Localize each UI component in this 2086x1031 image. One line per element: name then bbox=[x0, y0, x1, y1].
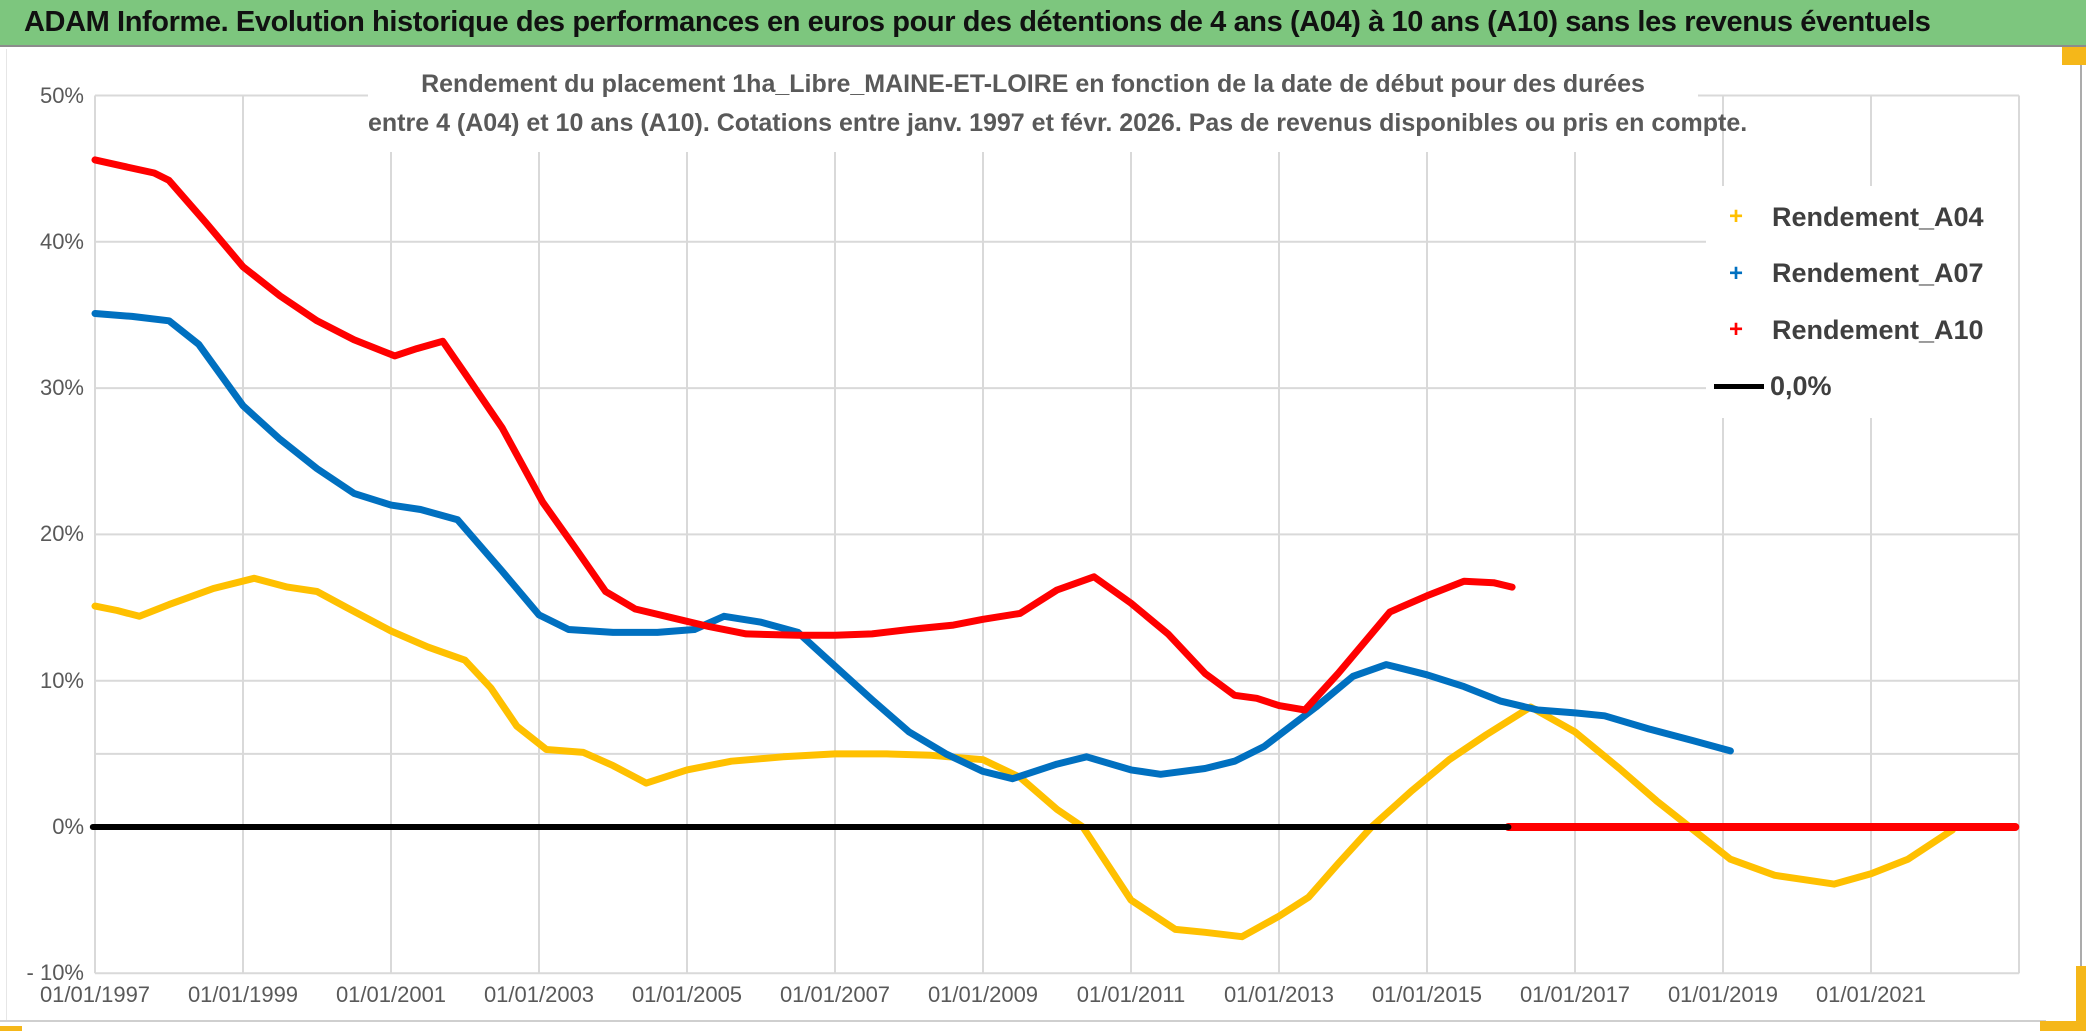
legend-item-a04: + Rendement_A04 bbox=[1706, 192, 2018, 242]
legend-label: Rendement_A04 bbox=[1772, 201, 1984, 232]
y-tick-label: 0% bbox=[52, 814, 84, 839]
x-tick-label: 01/01/2001 bbox=[335, 982, 447, 1007]
y-tick-label: 10% bbox=[39, 667, 84, 693]
slide-right-border bbox=[2080, 65, 2082, 968]
x-tick-label: 01/01/2005 bbox=[631, 982, 743, 1007]
x-tick-label: 01/01/2009 bbox=[927, 982, 1039, 1007]
plus-marker-icon: + bbox=[1728, 203, 1743, 230]
chart-area-left-border bbox=[6, 49, 7, 1020]
legend-item-a10: + Rendement_A10 bbox=[1706, 305, 2018, 355]
gold-accent-bottom-left bbox=[0, 1026, 22, 1031]
gold-accent-bottom-right-horizontal bbox=[2040, 1021, 2086, 1031]
x-tick-label: 01/01/2013 bbox=[1223, 982, 1335, 1007]
legend-label: Rendement_A10 bbox=[1772, 314, 1984, 345]
line-sample-icon bbox=[1714, 384, 1764, 390]
legend-label: Rendement_A07 bbox=[1772, 258, 1984, 289]
chart-title-line2: entre 4 (A04) et 10 ans (A10). Cotations… bbox=[368, 109, 1748, 137]
slide-bottom-border bbox=[0, 1020, 2046, 1022]
x-tick-label: 01/01/2003 bbox=[483, 982, 595, 1007]
y-tick-label: 20% bbox=[39, 521, 84, 547]
y-tick-label: 40% bbox=[39, 228, 84, 254]
y-tick-label: - 10% bbox=[26, 960, 84, 986]
x-tick-label: 01/01/2007 bbox=[779, 982, 891, 1007]
series-Rendement_A04 bbox=[91, 574, 1956, 941]
legend-item-zero-line: 0,0% bbox=[1706, 362, 2018, 412]
series-Rendement_A07 bbox=[91, 310, 1734, 783]
x-tick-label: 01/01/2019 bbox=[1667, 982, 1779, 1007]
legend-label: 0,0% bbox=[1770, 371, 1832, 402]
legend-item-a07: + Rendement_A07 bbox=[1706, 249, 2018, 299]
series-Rendement_A10 bbox=[91, 156, 1516, 714]
plus-marker-icon: + bbox=[1728, 316, 1743, 344]
x-tick-label: 01/01/2021 bbox=[1815, 982, 1927, 1007]
x-tick-label: 01/01/2017 bbox=[1519, 982, 1631, 1007]
chart-title-box: Rendement du placement 1ha_Libre_MAINE-E… bbox=[368, 56, 1748, 152]
x-tick-label: 01/01/2011 bbox=[1076, 982, 1186, 1007]
chart-legend: + Rendement_A04 + Rendement_A07 + Rendem… bbox=[1706, 186, 2018, 418]
page-title: ADAM Informe. Evolution historique des p… bbox=[24, 6, 1931, 38]
header-bar: ADAM Informe. Evolution historique des p… bbox=[0, 0, 2086, 47]
y-tick-label: 30% bbox=[39, 375, 84, 401]
gold-accent-bottom-right-vertical bbox=[2076, 966, 2086, 1031]
x-tick-label: 01/01/2015 bbox=[1371, 982, 1483, 1007]
gold-accent-top-right bbox=[2062, 47, 2086, 65]
plus-marker-icon: + bbox=[1728, 259, 1743, 287]
chart-title-line1: Rendement du placement 1ha_Libre_MAINE-E… bbox=[421, 70, 1645, 98]
x-tick-label: 01/01/1999 bbox=[187, 982, 299, 1007]
x-tick-label: 01/01/1997 bbox=[39, 982, 151, 1007]
y-tick-label: 50% bbox=[39, 82, 84, 108]
